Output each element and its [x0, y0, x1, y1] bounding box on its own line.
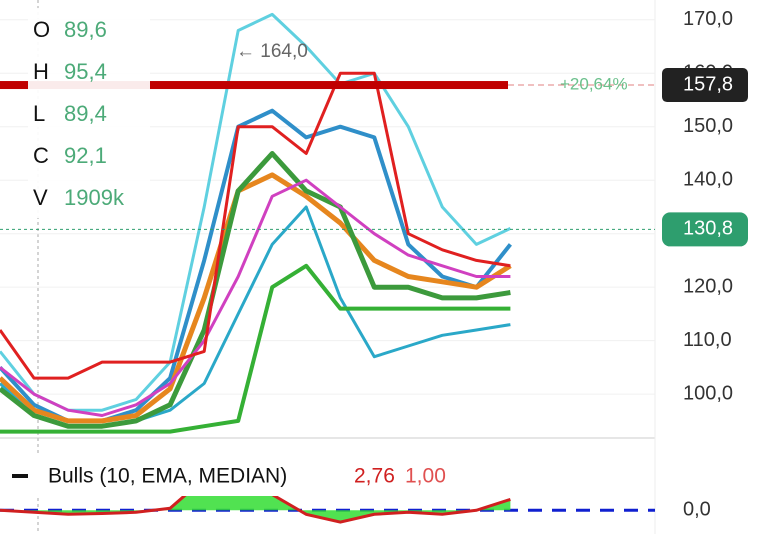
ohlc-key: V	[33, 185, 48, 210]
indicator-line	[0, 263, 511, 434]
indicator-line	[0, 178, 511, 417]
y-tick-label: 170,0	[683, 8, 733, 30]
ohlc-legend: O 89,6 H 95,4 L 89,4 C 92,1 V 1909k	[33, 17, 125, 210]
price-line	[0, 81, 508, 90]
ohlc-key: O	[33, 17, 50, 42]
price-badge-label: 157,8	[683, 73, 733, 95]
main-pane: 100,0110,0120,0130,0140,0150,0160,0170,0…	[0, 8, 748, 434]
y-tick-label: 100,0	[683, 382, 733, 404]
ohlc-key: C	[33, 143, 49, 168]
high-annotation: ← 164,0	[236, 41, 308, 62]
ohlc-value: 92,1	[64, 143, 107, 168]
ohlc-value: 1909k	[64, 185, 125, 210]
y-tick-label: 120,0	[683, 275, 733, 297]
ohlc-value: 89,4	[64, 101, 107, 126]
ohlc-value: 95,4	[64, 59, 107, 84]
ohlc-key: L	[33, 101, 45, 126]
indicator-line	[0, 151, 511, 429]
y-tick-label: 150,0	[683, 115, 733, 137]
ohlc-value: 89,6	[64, 17, 107, 42]
indicator-readout: 2,76	[354, 465, 395, 488]
y-tick-label: 110,0	[683, 329, 732, 351]
ohlc-panel	[28, 8, 150, 218]
price-badge-label: 130,8	[683, 218, 733, 240]
indicator-readout: 1,00	[405, 465, 446, 488]
y-tick-label: 140,0	[683, 169, 733, 191]
indicator-line	[0, 71, 511, 380]
indicator-line	[0, 172, 512, 424]
indicator-toggle[interactable]	[12, 474, 28, 478]
indicator-line	[0, 12, 512, 412]
price-badge	[662, 212, 748, 247]
indicator-header	[0, 456, 480, 496]
price-badge	[662, 68, 748, 103]
y-tick-label: 0,0	[683, 499, 711, 521]
ohlc-key: H	[33, 59, 49, 84]
indicator-name: Bulls (10, EMA, MEDIAN)	[48, 465, 287, 488]
price-change: +20,64%	[560, 75, 628, 94]
